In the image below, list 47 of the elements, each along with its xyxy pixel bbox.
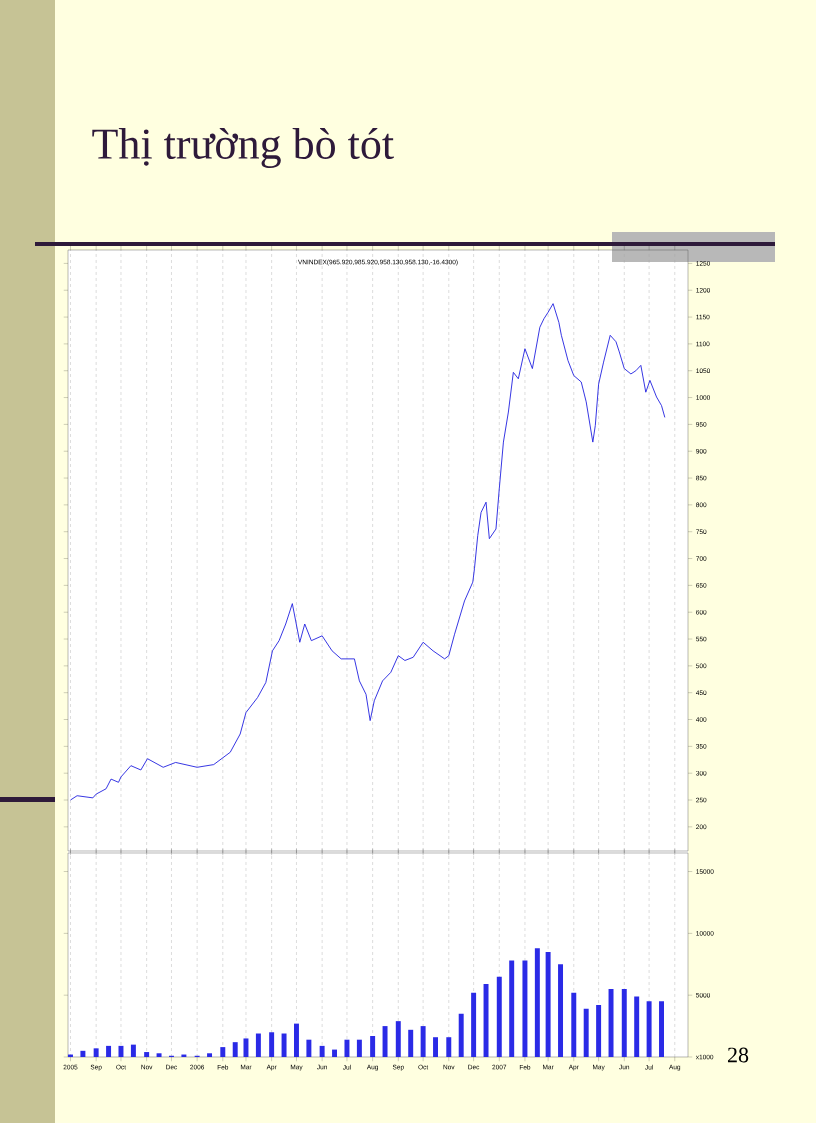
bar <box>446 1037 452 1057</box>
bar <box>534 948 540 1057</box>
text: 28 <box>727 1047 749 1063</box>
bar <box>80 1050 86 1057</box>
bar <box>293 1023 299 1057</box>
bar <box>332 1049 338 1057</box>
bar <box>269 1032 275 1057</box>
bar <box>281 1033 287 1057</box>
bar <box>471 992 477 1057</box>
bar <box>118 1045 124 1057</box>
bar <box>144 1052 150 1057</box>
bar <box>659 1001 665 1057</box>
bar <box>382 1026 388 1057</box>
bar <box>395 1021 401 1057</box>
bar <box>93 1048 99 1057</box>
bar <box>458 1013 464 1057</box>
bar <box>483 984 489 1057</box>
bar <box>621 989 627 1057</box>
bar <box>356 1039 362 1057</box>
chart-title: Thị trường bò tót <box>92 127 394 169</box>
bar <box>583 1008 589 1057</box>
bar <box>319 1045 325 1057</box>
bar <box>545 951 551 1057</box>
bar <box>220 1047 226 1057</box>
bar <box>496 976 502 1057</box>
bar <box>608 989 614 1057</box>
bar <box>255 1033 261 1057</box>
bar <box>634 996 640 1057</box>
bar <box>207 1053 213 1057</box>
bar <box>156 1053 162 1057</box>
bar <box>370 1035 376 1057</box>
bar <box>243 1038 249 1057</box>
bar <box>433 1037 439 1057</box>
line-series <box>70 303 666 801</box>
bar <box>571 992 577 1057</box>
bar <box>509 960 515 1057</box>
bar <box>306 1039 312 1057</box>
bar <box>408 1029 414 1057</box>
bar <box>420 1026 426 1057</box>
bar <box>344 1039 350 1057</box>
bar <box>130 1044 136 1057</box>
bar <box>106 1045 112 1057</box>
bar <box>232 1042 238 1057</box>
bar <box>596 1005 602 1057</box>
bar <box>646 1001 652 1057</box>
bar <box>522 960 528 1057</box>
bar <box>558 964 564 1057</box>
